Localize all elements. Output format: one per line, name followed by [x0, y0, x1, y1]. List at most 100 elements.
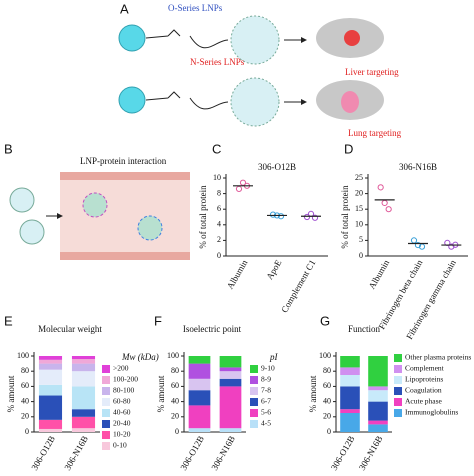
x-tick-label: Complement C1 — [279, 258, 317, 314]
bar-segment — [38, 419, 63, 429]
legend-swatch — [394, 398, 402, 406]
x-tick-label: 306-N16B — [209, 434, 237, 472]
panel-b-title: LNP-protein interaction — [80, 156, 167, 166]
panel-letter: B — [4, 141, 13, 156]
y-tick-label: 0 — [175, 427, 179, 436]
lung-icon — [341, 91, 359, 113]
bar-segment — [340, 409, 360, 413]
legend-label: 7-8 — [261, 386, 271, 395]
panel-letter: E — [4, 313, 13, 328]
legend-label: 60-80 — [113, 397, 131, 406]
legend-swatch — [102, 442, 110, 450]
y-tick-label: 20 — [21, 412, 29, 421]
y-tick-label: 15 — [355, 204, 363, 213]
x-tick-label: ApoE — [264, 258, 283, 282]
bar-segment — [219, 428, 242, 432]
y-tick-label: 100 — [17, 351, 29, 360]
data-point — [277, 213, 285, 220]
data-point — [377, 184, 384, 191]
legend-title: pI — [269, 352, 279, 362]
data-point — [385, 206, 392, 213]
data-point — [410, 237, 418, 244]
bar-segment — [38, 395, 63, 420]
legend-label: Immunoglobulins — [405, 408, 458, 417]
y-tick-label: 40 — [323, 396, 331, 405]
bar-segment — [38, 359, 63, 364]
lipid-tail — [145, 91, 229, 110]
legend-swatch — [394, 409, 402, 417]
bar-segment — [71, 428, 96, 432]
legend-label: Acute phase — [405, 397, 443, 406]
bar-segment — [188, 405, 211, 429]
bar-segment — [38, 369, 63, 385]
panel-letter: A — [120, 1, 129, 16]
y-tick-label: 40 — [171, 396, 179, 405]
legend-swatch — [102, 409, 110, 417]
bar-segment — [71, 416, 96, 429]
legend-label: 9-10 — [261, 364, 275, 373]
legend-swatch — [250, 398, 258, 406]
vessel-wall — [60, 252, 190, 260]
y-axis-label: % amount — [156, 375, 166, 412]
y-tick-label: 20 — [355, 188, 363, 197]
y-tick-label: 10 — [213, 173, 221, 182]
vessel-wall — [60, 172, 190, 180]
x-tick-label: Albumin — [367, 258, 392, 291]
data-point — [381, 199, 388, 207]
legend-swatch — [102, 431, 110, 439]
chart-title: Isoelectric point — [183, 324, 242, 334]
legend-label: Coagulation — [405, 386, 442, 395]
legend-swatch — [394, 354, 402, 362]
legend-label: 80-100 — [113, 386, 134, 395]
bar-segment — [38, 363, 63, 370]
bar-segment — [71, 359, 96, 364]
legend-swatch — [250, 365, 258, 373]
corona-icon — [137, 215, 163, 241]
panel-letter: D — [344, 141, 353, 156]
o-series-label: O-Series LNPs — [168, 3, 223, 13]
bar-segment — [38, 356, 63, 360]
x-tick-label: 306-O12B — [329, 434, 357, 472]
bar-segment — [219, 378, 242, 387]
legend-swatch — [102, 398, 110, 406]
legend-swatch — [394, 387, 402, 395]
legend-swatch — [250, 409, 258, 417]
bar-segment — [71, 363, 96, 372]
data-point — [303, 213, 311, 221]
bar-segment — [368, 424, 388, 432]
bar-segment — [188, 356, 211, 364]
legend-swatch — [250, 376, 258, 384]
lnp-icon — [230, 77, 280, 127]
data-point — [311, 214, 319, 221]
bar-segment — [188, 378, 211, 391]
legend-label: 4-5 — [261, 419, 271, 428]
chart-title: Molecular weight — [38, 324, 102, 334]
legend-label: Complement — [405, 364, 445, 373]
y-tick-label: 8 — [217, 188, 221, 197]
y-tick-label: 0 — [327, 427, 331, 436]
bar-segment — [340, 375, 360, 387]
legend-label: >200 — [113, 364, 129, 373]
data-point — [414, 241, 422, 249]
lung-label: Lung targeting — [348, 128, 402, 138]
cell-icon — [118, 24, 146, 52]
legend-swatch — [102, 376, 110, 384]
bar-segment — [219, 386, 242, 429]
legend-swatch — [394, 376, 402, 384]
data-point — [269, 211, 277, 218]
bar-segment — [368, 356, 388, 387]
bar-segment — [188, 363, 211, 379]
bar-segment — [340, 386, 360, 410]
y-tick-label: 0 — [25, 427, 29, 436]
bar-segment — [368, 420, 388, 425]
legend-label: 0-10 — [113, 441, 127, 450]
legend-swatch — [102, 387, 110, 395]
y-tick-label: 20 — [323, 412, 331, 421]
y-tick-label: 10 — [355, 220, 363, 229]
bar-segment — [219, 371, 242, 379]
legend-title: Mw (kDa) — [121, 352, 159, 362]
data-point — [235, 185, 243, 193]
lnp-icon — [19, 219, 45, 245]
bar-segment — [219, 356, 242, 368]
lipid-tail — [145, 29, 229, 49]
